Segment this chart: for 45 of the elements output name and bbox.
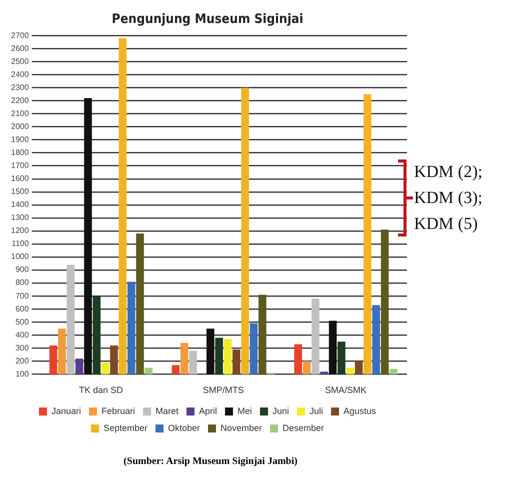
y-tick-label: 100: [15, 369, 30, 378]
y-tick-label: 1900: [11, 134, 30, 144]
y-tick-label: 800: [15, 278, 30, 288]
legend-label: November: [220, 422, 262, 433]
legend-label: Desember: [282, 422, 324, 433]
y-tick-label: 1400: [11, 200, 30, 210]
y-tick-label: 400: [15, 330, 30, 340]
y-tick-label: 700: [15, 291, 30, 300]
x-tick-label: SMA/SMK: [325, 385, 367, 396]
y-tick-label: 2200: [11, 96, 30, 105]
y-tick-label: 500: [15, 317, 30, 326]
y-tick-label: 2600: [11, 44, 30, 53]
y-tick-label: 1000: [11, 252, 30, 262]
chart-title: Pengunjung Museum Siginjai: [112, 12, 304, 28]
y-tick-label: 1600: [11, 174, 30, 184]
x-tick-label: TK dan SD: [78, 385, 124, 396]
legend-label: Mei: [238, 406, 252, 416]
y-tick-label: 2700: [11, 30, 30, 40]
legend-label: Juli: [310, 406, 324, 416]
legend-label: Juni: [272, 406, 290, 416]
y-tick-label: 2000: [11, 122, 30, 131]
legend-label: Oktober: [168, 422, 200, 433]
legend-label: Februari: [101, 406, 135, 416]
y-tick-label: 1300: [11, 213, 30, 222]
y-tick-label: 900: [15, 265, 30, 274]
text: (Sumber: Arsip Museum Siginjai Jambi): [122, 456, 298, 467]
y-tick-label: 300: [15, 343, 30, 352]
y-tick-label: 2400: [11, 70, 30, 79]
legend-label: Agustus: [344, 406, 377, 416]
y-tick-label: 1500: [11, 187, 30, 196]
y-tick-label: 200: [15, 356, 30, 366]
y-tick-label: 600: [15, 304, 30, 314]
legend-label: Maret: [155, 406, 179, 416]
y-tick-label: 2300: [11, 82, 30, 92]
x-tick-label: SMP/MTS: [202, 385, 244, 396]
y-tick-label: 1200: [11, 226, 30, 236]
legend-label: April: [199, 406, 218, 416]
y-tick-label: 2500: [11, 56, 30, 66]
y-tick-label: 1100: [12, 239, 30, 248]
legend-label: Januari: [51, 406, 81, 416]
legend-label: September: [103, 422, 148, 433]
text: KDM (2); KDM (3); KDM (5): [414, 161, 482, 235]
y-tick-label: 1800: [11, 148, 30, 158]
y-tick-label: 2100: [11, 108, 30, 118]
y-tick-label: 1700: [11, 161, 30, 170]
